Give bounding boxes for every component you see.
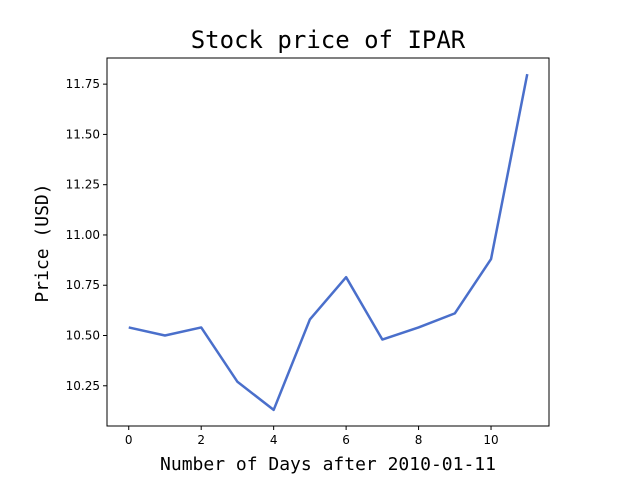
x-tick-label: 8: [415, 433, 423, 447]
y-tick-label: 11.25: [66, 178, 100, 192]
y-axis-label: Price (USD): [32, 183, 53, 302]
y-tick-label: 11.75: [66, 77, 100, 91]
y-tick-label: 11.00: [66, 228, 100, 242]
x-tick-label: 2: [197, 433, 205, 447]
x-tick-label: 6: [342, 433, 350, 447]
y-tick-label: 10.25: [66, 379, 100, 393]
x-tick-label: 4: [270, 433, 278, 447]
plot-area: 0 2 4 6 8 10 10.25 10.50 10.75 11.00 11.25 11.50 11.…: [66, 57, 550, 447]
price-series-line: [128, 73, 529, 412]
x-tick-label: 0: [125, 433, 133, 447]
y-tick-label: 10.75: [66, 278, 100, 292]
y-tick-label: 11.50: [66, 127, 100, 141]
x-axis-label: Number of Days after 2010-01-11: [160, 454, 496, 475]
chart-title: Stock price of IPAR: [191, 26, 466, 54]
plot-frame: [106, 57, 550, 427]
x-tick-label: 10: [483, 433, 498, 447]
y-tick-label: 10.50: [66, 329, 100, 343]
